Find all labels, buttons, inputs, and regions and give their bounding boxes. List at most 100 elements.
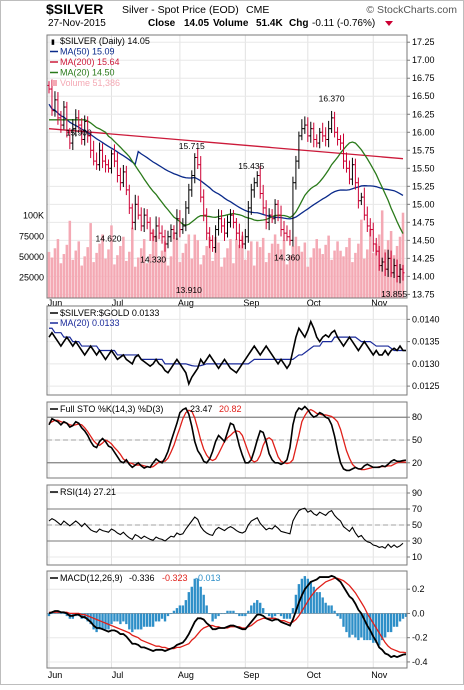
- macd-line: [48, 574, 407, 659]
- macd-histogram-bar: [321, 597, 324, 614]
- header-symbol: $SILVER: [46, 1, 103, 17]
- macd-histogram-bar: [107, 613, 110, 630]
- macd-histogram-bar: [288, 613, 292, 619]
- macd-histogram-bar: [104, 613, 107, 630]
- price-annotation: 15.435: [238, 161, 264, 171]
- stoch-k-line: [48, 405, 407, 472]
- price-annotation: 16.370: [319, 94, 345, 104]
- price-axis-tick-label: 15.00: [412, 199, 435, 209]
- ratio-legend-entry: $SILVER:$GOLD 0.0133: [60, 308, 159, 318]
- price-panel-frame: [46, 34, 408, 299]
- price-annotation: 13.910: [176, 285, 202, 295]
- macd-histogram-bar: [190, 586, 193, 614]
- macd-histogram-bar: [244, 613, 247, 617]
- macd-histogram-bar: [223, 613, 226, 615]
- price-legend-entry: MA(50) 15.09: [60, 47, 115, 57]
- volume-bar: [68, 220, 72, 298]
- header-date: 27-Nov-2015: [48, 18, 106, 29]
- macd-histogram-bar: [360, 613, 363, 638]
- header-close-label: Close: [148, 18, 176, 29]
- volume-bar: [366, 249, 369, 298]
- volume-bar: [235, 239, 238, 298]
- macd-histogram-bar: [241, 613, 244, 617]
- macd-legend-value: -0.323: [162, 573, 188, 583]
- macd-histogram-bar: [181, 605, 185, 614]
- volume-bar: [336, 241, 339, 298]
- ratio-line: [48, 319, 406, 387]
- macd-histogram-bar: [357, 613, 360, 641]
- volume-bar: [98, 243, 101, 298]
- macd-histogram-bar: [110, 613, 113, 625]
- volume-bar: [128, 251, 131, 298]
- macd-legend-value: -0.013: [195, 573, 221, 583]
- macd-histogram-bar: [285, 613, 289, 619]
- macd-histogram-bar: [291, 608, 295, 614]
- volume-bar: [288, 255, 292, 298]
- macd-histogram-bar: [143, 613, 146, 627]
- volume-bar: [264, 262, 268, 298]
- stoch-axis-tick-label: 80: [412, 412, 422, 422]
- volume-axis-label: 75000: [19, 231, 44, 241]
- volume-bar: [229, 239, 232, 298]
- volume-bar: [56, 239, 60, 298]
- volume-bar: [47, 251, 51, 298]
- macd-histogram-bar: [380, 613, 384, 641]
- volume-bar: [151, 229, 155, 298]
- macd-legend-value: -0.336: [129, 573, 155, 583]
- volume-bar: [252, 265, 256, 298]
- macd-histogram-bar: [312, 586, 315, 614]
- macd-histogram-bar: [166, 613, 170, 617]
- x-axis-label: Jun: [48, 670, 63, 680]
- volume-bar: [312, 248, 316, 298]
- volume-bar: [122, 236, 125, 298]
- macd-histogram-bar: [145, 613, 149, 627]
- macd-histogram-bar: [184, 600, 188, 614]
- volume-bar: [282, 240, 286, 298]
- macd-histogram-bar: [175, 608, 179, 614]
- volume-bar: [107, 249, 110, 298]
- volume-bar: [110, 225, 113, 298]
- macd-histogram-bar: [50, 613, 54, 615]
- header-brand[interactable]: © StockCharts.com: [366, 4, 457, 16]
- volume-bar: [214, 236, 217, 298]
- macd-histogram-bar: [235, 613, 238, 615]
- price-axis-tick-label: 17.25: [412, 37, 435, 47]
- stoch-axis-tick-label: 20: [412, 458, 422, 468]
- macd-histogram-bar: [247, 610, 250, 614]
- stoch-axis-tick-label: 50: [412, 435, 422, 445]
- macd-histogram-bar: [336, 613, 339, 617]
- macd-histogram-bar: [267, 613, 271, 617]
- volume-bar: [401, 212, 405, 298]
- volume-bar: [92, 262, 95, 298]
- volume-bar: [211, 260, 214, 298]
- header-chg-label: Chg: [289, 18, 308, 29]
- x-axis-label: Sep: [243, 670, 259, 680]
- macd-histogram-bar: [220, 613, 223, 615]
- down-arrow-icon: [385, 21, 393, 26]
- macd-histogram-bar: [348, 613, 351, 638]
- volume-bar: [321, 254, 324, 298]
- macd-histogram-bar: [232, 610, 235, 614]
- header-chg-value: -0.11 (-0.76%): [312, 18, 375, 29]
- macd-histogram-bar: [261, 608, 265, 614]
- macd-histogram-bar: [378, 613, 381, 646]
- volume-bar: [223, 257, 226, 298]
- volume-bar: [267, 252, 271, 298]
- volume-bar: [134, 266, 137, 298]
- volume-bar: [119, 245, 122, 298]
- macd-axis-tick-label: -0.2: [412, 633, 428, 643]
- macd-histogram-bar: [199, 586, 202, 614]
- macd-histogram-bar: [140, 613, 143, 630]
- macd-histogram-bar: [259, 602, 262, 614]
- price-legend-entry: MA(200) 15.64: [60, 57, 120, 67]
- volume-bar: [306, 266, 310, 298]
- header-exchange: CME: [246, 4, 269, 16]
- volume-axis-label: 25000: [19, 272, 44, 282]
- volume-bar: [217, 242, 220, 298]
- volume-bar: [154, 235, 158, 298]
- macd-histogram-bar: [178, 605, 182, 614]
- macd-histogram-bar: [327, 605, 330, 614]
- volume-bar: [330, 259, 333, 298]
- macd-histogram-bar: [294, 594, 298, 614]
